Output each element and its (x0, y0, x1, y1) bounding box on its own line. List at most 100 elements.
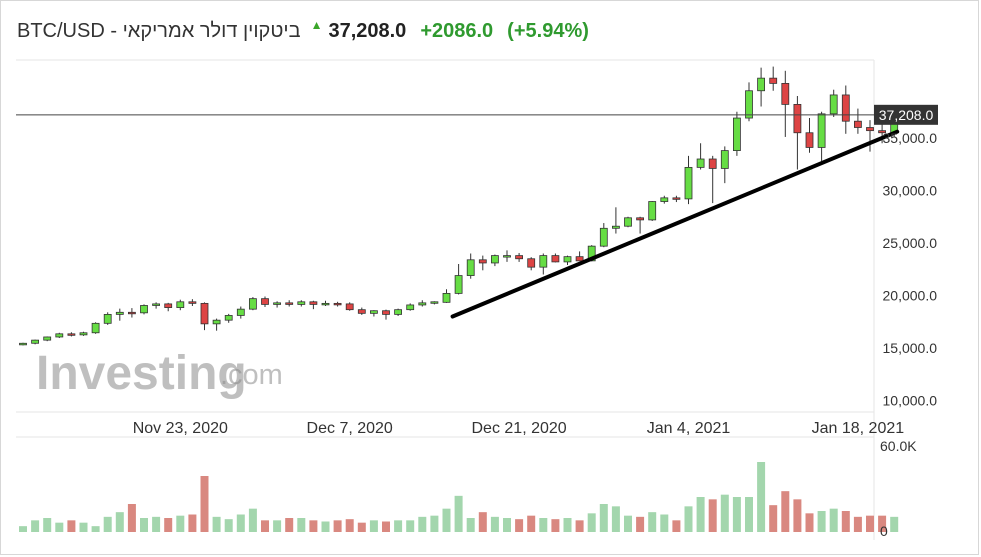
candle-up (115, 311, 124, 315)
volume-bar (309, 520, 318, 532)
volume-axis: 60.0K 0 (880, 438, 917, 539)
volume-bar (684, 506, 693, 532)
volume-bar (31, 520, 40, 532)
volume-bar (333, 520, 342, 532)
volume-bar (539, 518, 548, 532)
price-axis: 35,000.0 30,000.0 25,000.0 20,000.0 15,000.0… (883, 130, 938, 409)
volume-bar (115, 512, 124, 532)
volume-bar (188, 514, 197, 532)
y-tick-label: 10,000.0 (883, 393, 938, 409)
candle-up (406, 304, 415, 311)
x-tick-label: Dec 7, 2020 (307, 420, 393, 437)
trendline (450, 129, 900, 319)
last-price: 37,208.0 (328, 19, 407, 42)
candle-up (140, 305, 148, 314)
x-tick-label: Jan 18, 2021 (812, 420, 905, 437)
candle-up (369, 310, 378, 314)
candle-down (878, 130, 886, 134)
candle-up (539, 255, 548, 268)
candle-down (345, 303, 354, 311)
candle-down (672, 197, 681, 200)
volume-bar (248, 508, 257, 532)
candle-down (781, 83, 790, 105)
candle-down (357, 309, 366, 314)
y-tick-label: 25,000.0 (883, 235, 938, 251)
candle-down (841, 94, 850, 122)
candle-up (321, 302, 330, 306)
volume-bar (478, 512, 487, 532)
candle-up (624, 217, 632, 227)
volume-bar (575, 520, 584, 532)
volume-bar (466, 518, 475, 532)
volume-bar (805, 513, 814, 532)
candle-up (394, 309, 403, 315)
volume-bar (732, 497, 741, 532)
volume-bar (394, 520, 403, 532)
volume-bar (636, 516, 645, 532)
candle-down (164, 303, 173, 308)
last-price-tag-label: 37,208.0 (879, 107, 934, 123)
candle-down (515, 255, 523, 260)
candle-down (261, 298, 269, 305)
candle-up (684, 166, 693, 200)
candle-up (454, 275, 463, 294)
candle-up (648, 201, 657, 221)
volume-bar (853, 516, 862, 532)
candle-up (43, 336, 52, 341)
date-axis: Nov 23, 2020 Dec 7, 2020 Dec 21, 2020 Jan 4… (133, 420, 905, 437)
candle-up (224, 315, 233, 321)
volume-bar (285, 518, 294, 532)
volume-bar (91, 526, 100, 532)
candle-up (152, 303, 161, 306)
price-change: +2086.0 (420, 19, 494, 42)
volume-bar (866, 515, 874, 532)
candle-up (829, 94, 838, 115)
candle-up (273, 302, 282, 305)
watermark-brand: Investing (36, 347, 247, 400)
volume-bar (261, 520, 269, 532)
investing-watermark: Investing .com (36, 347, 283, 400)
candle-down (285, 302, 294, 305)
candle-up (817, 113, 826, 148)
candle-down (67, 333, 76, 336)
volume-bar (357, 522, 366, 532)
volume-bar (587, 513, 596, 532)
volume-bar (660, 514, 669, 532)
candle-up (31, 339, 40, 344)
volume-bar (103, 516, 112, 532)
volume-bar (79, 522, 88, 532)
volume-bar (164, 518, 173, 532)
candle-up (660, 197, 669, 202)
volume-bar (878, 515, 887, 532)
volume-bar (527, 515, 536, 532)
volume-bar (890, 516, 899, 532)
volume-bar (841, 511, 850, 532)
candle-up (490, 255, 499, 264)
candle-up (599, 227, 608, 247)
volume-bar (599, 504, 608, 532)
candle-up (757, 77, 765, 92)
volume-bar (442, 508, 451, 532)
candle-down (127, 311, 136, 315)
volume-bar (176, 515, 185, 532)
volume-bar (140, 518, 148, 532)
candle-down (636, 217, 644, 221)
instrument-title[interactable]: BTC/USD - ביטקוין דולר אמריקאי (17, 19, 301, 42)
candle-down (551, 255, 560, 263)
y-tick-label: 35,000.0 (883, 130, 938, 146)
volume-bar (708, 499, 717, 532)
volume-bar (551, 519, 560, 532)
volume-bar (611, 506, 620, 532)
volume-bar (236, 514, 245, 532)
up-arrow-icon: ▲ (310, 18, 323, 32)
volume-bar (369, 520, 378, 532)
volume-bar (224, 519, 233, 532)
volume-bar (648, 512, 657, 532)
volume-bar (696, 497, 705, 532)
candle-down (309, 301, 318, 305)
volume-bar (297, 518, 306, 532)
candle-down (708, 158, 717, 169)
candles (19, 66, 899, 346)
candle-up (563, 256, 572, 263)
